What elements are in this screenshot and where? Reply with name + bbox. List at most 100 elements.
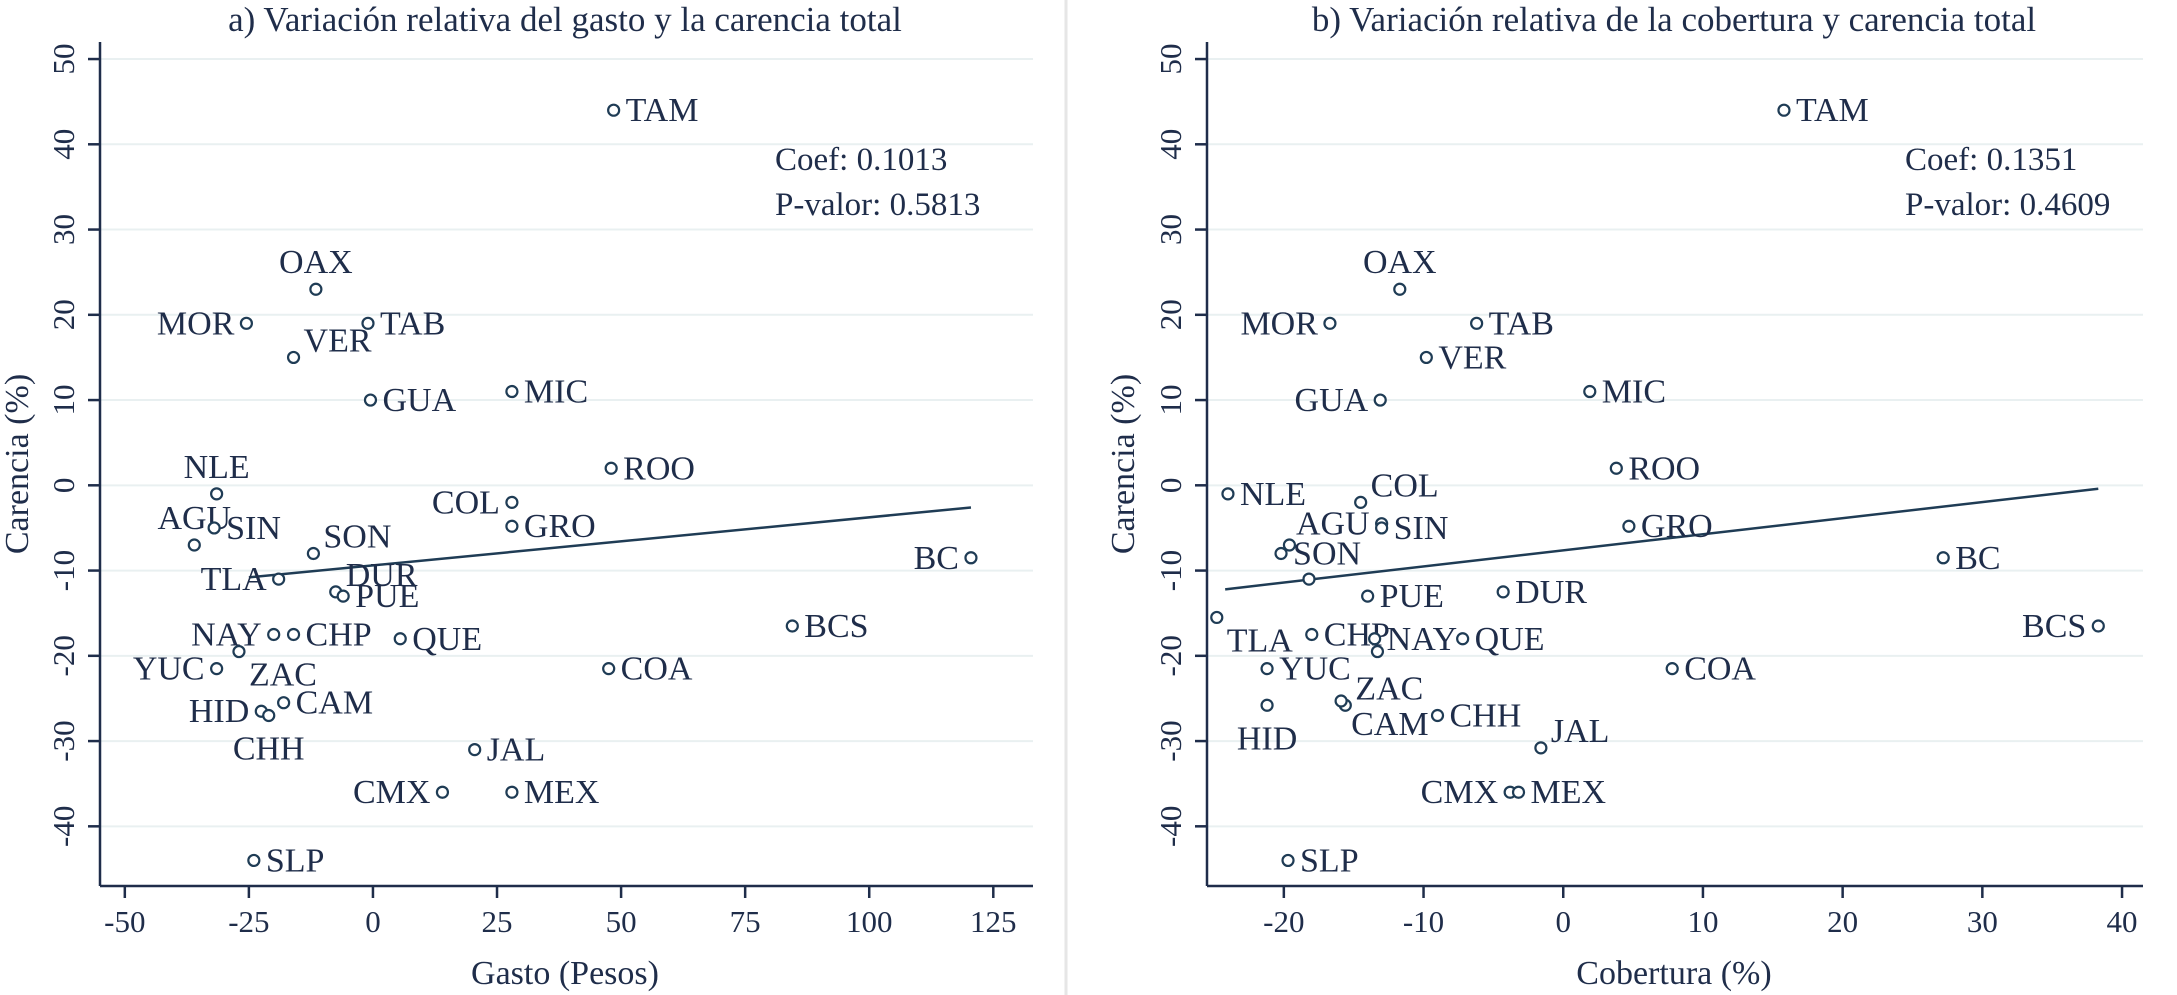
y-tick-label-b-8: 40 — [1153, 129, 1188, 160]
point-label-a-mor: MOR — [157, 305, 235, 342]
point-label-b-nay: NAY — [1387, 621, 1458, 658]
point-a-mic-6 — [505, 384, 519, 399]
point-b-roo-9 — [1609, 461, 1623, 475]
point-label-b-col: COL — [1371, 467, 1439, 504]
point-b-dur-17 — [1496, 585, 1510, 599]
point-b-ver-4 — [1419, 350, 1433, 365]
point-label-b-gua: GUA — [1295, 382, 1369, 419]
point-b-slp-34 — [1281, 853, 1295, 868]
point-label-b-cmx: CMX — [1421, 774, 1498, 811]
point-a-zac-24 — [232, 644, 246, 659]
point-a-que-20 — [393, 632, 407, 646]
point-b-son-13 — [1274, 546, 1288, 561]
point-label-b-cam: CAM — [1351, 706, 1428, 743]
point-b-gro-12 — [1622, 519, 1636, 533]
point-b-coa-26 — [1665, 662, 1679, 676]
point-b-nle-7 — [1221, 487, 1235, 501]
point-a-yuc-22 — [210, 662, 224, 676]
point-b-tab-3 — [1470, 316, 1484, 330]
point-label-a-dur: DUR — [346, 557, 418, 594]
y-tick-label-a-8: 40 — [46, 129, 81, 160]
point-label-a-sin: SIN — [226, 510, 281, 547]
point-b-col-8 — [1354, 495, 1368, 509]
chart-title-a: a) Variación relativa del gasto y la car… — [228, 0, 902, 39]
point-label-b-ver: VER — [1438, 339, 1506, 376]
y-tick-label-a-3: -10 — [46, 550, 81, 591]
fit-line-b — [1225, 487, 2099, 591]
point-a-bc-16 — [964, 551, 978, 565]
point-a-bcs-21 — [785, 619, 799, 633]
point-b-unlabeled-15 — [1282, 538, 1297, 552]
chart-panel-a: a) Variación relativa del gasto y la car… — [0, 0, 1033, 992]
point-label-b-slp: SLP — [1300, 842, 1359, 879]
x-tick-label-a-1: -25 — [228, 904, 269, 939]
point-b-jal-31 — [1534, 741, 1548, 755]
point-label-a-chh: CHH — [233, 730, 305, 767]
point-a-col-9 — [505, 495, 519, 509]
x-axis-label-b: Cobertura (%) — [1576, 955, 1771, 992]
point-label-b-jal: JAL — [1551, 713, 1610, 750]
point-b-chp-20 — [1305, 627, 1319, 642]
y-tick-label-a-9: 50 — [46, 44, 81, 75]
y-axis-label-b: Carencia (%) — [1105, 374, 1142, 554]
point-label-a-son: SON — [323, 519, 391, 556]
point-b-nay-21 — [1368, 632, 1382, 646]
fit-line-a — [248, 506, 972, 579]
y-tick-label-a-6: 20 — [46, 299, 81, 330]
point-label-a-slp: SLP — [266, 842, 325, 879]
point-a-jal-28 — [468, 742, 482, 757]
point-label-a-gro: GRO — [524, 508, 596, 545]
point-label-b-hid: HID — [1237, 720, 1297, 757]
x-tick-label-a-7: 125 — [970, 904, 1017, 939]
point-a-chh-27 — [262, 708, 276, 723]
y-tick-label-a-5: 10 — [46, 385, 81, 416]
point-label-b-bc: BC — [1955, 540, 2000, 577]
point-label-a-que: QUE — [412, 621, 482, 658]
point-b-tam-0 — [1777, 103, 1791, 117]
x-tick-label-b-2: 0 — [1555, 904, 1571, 939]
point-a-tla-15 — [272, 572, 286, 586]
point-label-a-tla: TLA — [201, 561, 268, 598]
x-tick-label-a-3: 25 — [482, 904, 513, 939]
point-label-a-mex: MEX — [524, 774, 600, 811]
y-tick-label-b-2: -20 — [1153, 635, 1188, 676]
point-a-roo-7 — [604, 461, 618, 475]
y-tick-label-b-3: -10 — [1153, 550, 1188, 591]
point-label-a-tab: TAB — [380, 305, 445, 342]
point-label-b-agu: AGU — [1296, 506, 1370, 543]
x-tick-label-b-1: -10 — [1403, 904, 1444, 939]
point-label-a-oax: OAX — [279, 244, 353, 281]
point-b-gua-5 — [1373, 393, 1387, 407]
y-tick-label-a-1: -30 — [46, 720, 81, 761]
point-b-yuc-25 — [1260, 662, 1274, 676]
point-b-bc-14 — [1936, 551, 1950, 565]
point-label-b-dur: DUR — [1515, 574, 1587, 611]
coef-text-b: Coef: 0.1351 — [1905, 142, 2077, 178]
point-label-b-mic: MIC — [1602, 374, 1666, 411]
point-a-nay-18 — [267, 627, 281, 642]
point-label-b-pue: PUE — [1380, 578, 1444, 615]
x-tick-label-a-5: 75 — [730, 904, 761, 939]
point-label-a-cam: CAM — [296, 685, 373, 722]
point-label-a-bc: BC — [914, 540, 959, 577]
point-b-mor-2 — [1323, 316, 1337, 330]
point-a-oax-1 — [309, 282, 323, 296]
point-label-a-gua: GUA — [382, 382, 456, 419]
x-tick-label-a-0: -50 — [104, 904, 145, 939]
pvalue-text-b: P-valor: 0.4609 — [1905, 187, 2110, 223]
point-label-b-zac: ZAC — [1355, 670, 1423, 707]
point-b-mic-6 — [1583, 384, 1597, 399]
y-tick-label-b-1: -30 — [1153, 720, 1188, 761]
point-a-slp-31 — [247, 853, 261, 868]
point-b-sin-11 — [1375, 521, 1389, 535]
point-a-tab-4 — [361, 316, 375, 330]
x-tick-label-b-5: 30 — [1967, 904, 1998, 939]
point-label-a-ver: VER — [304, 322, 372, 359]
point-b-mex-33 — [1511, 785, 1526, 799]
point-label-a-zac: ZAC — [249, 657, 317, 694]
y-tick-label-b-7: 30 — [1153, 214, 1188, 245]
point-label-a-yuc: YUC — [133, 651, 205, 688]
point-b-pue-18 — [1361, 589, 1375, 603]
x-tick-label-a-4: 50 — [606, 904, 637, 939]
point-a-gro-10 — [505, 519, 519, 533]
